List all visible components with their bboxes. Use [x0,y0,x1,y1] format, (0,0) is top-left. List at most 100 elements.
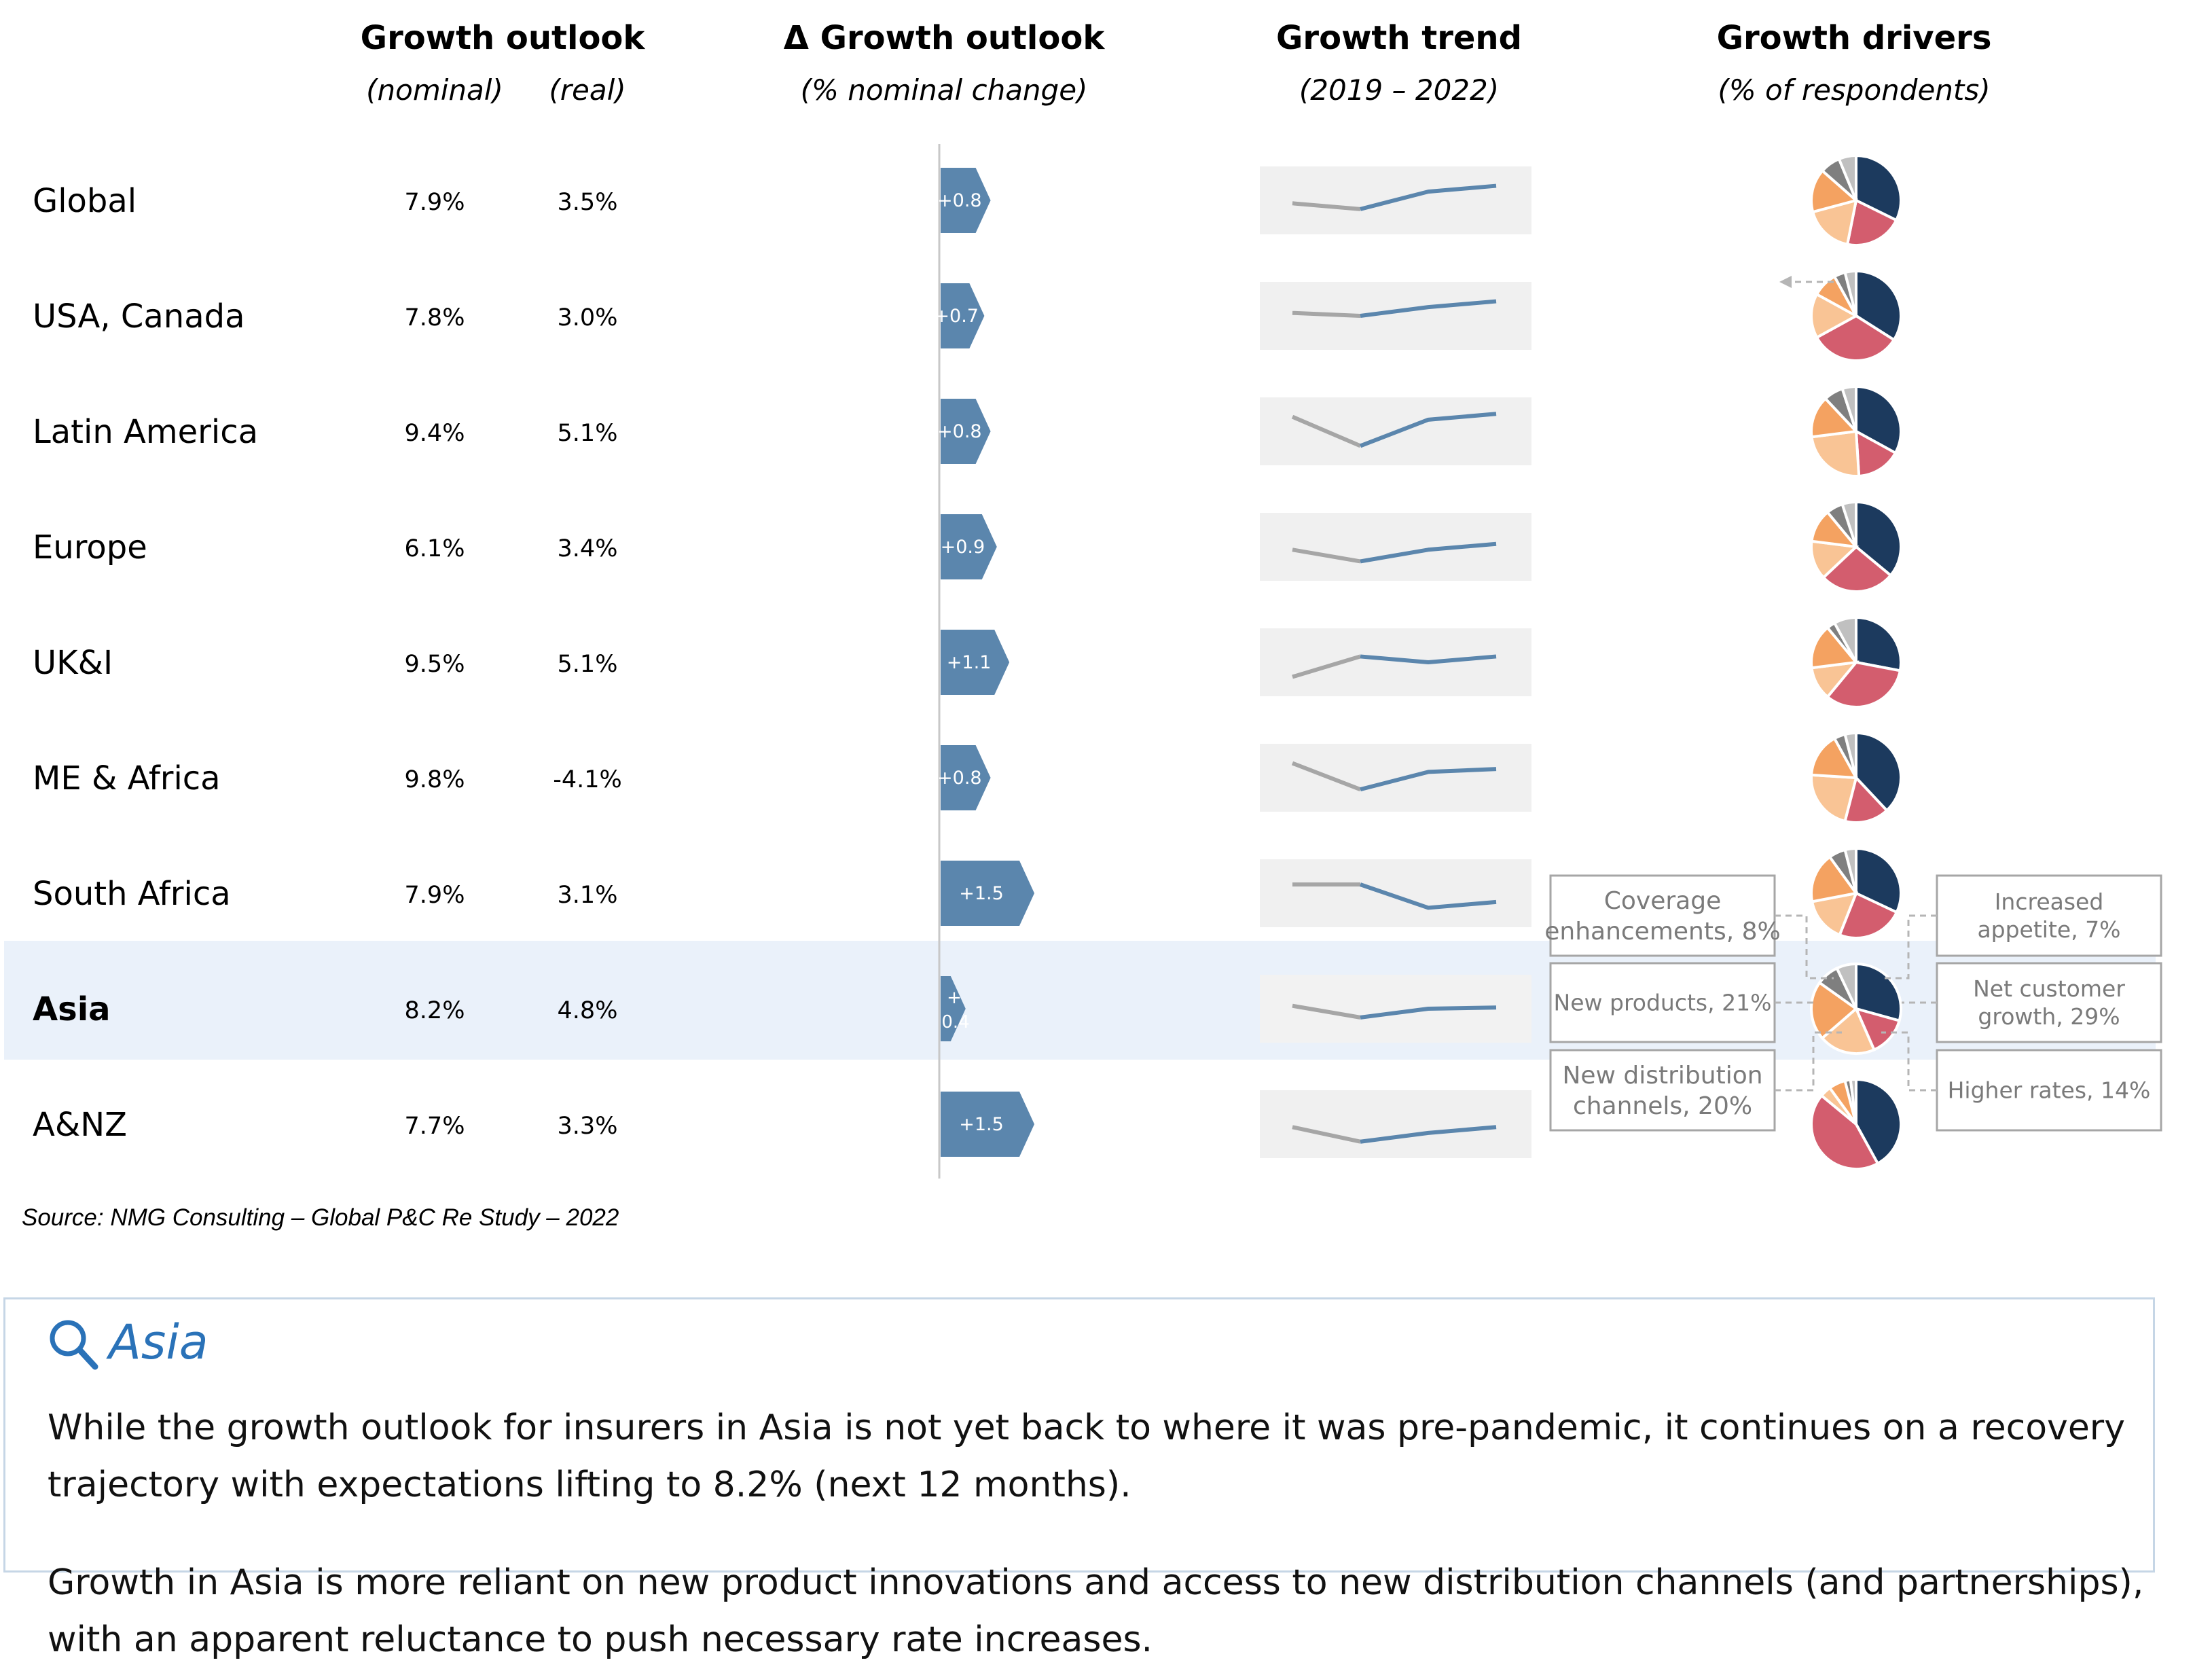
trend-line-early [1292,547,1361,564]
pie-slice [1843,846,1857,894]
callout-new-distribution-frame [1549,1049,1776,1132]
trend-line-early [1291,414,1362,448]
pie-slice [1855,846,1902,914]
real-value: 3.4% [558,535,618,562]
delta-bar [941,1092,1034,1157]
pie-slice [1810,855,1859,903]
real-value: 3.1% [558,882,618,909]
nominal-value: 6.1% [405,535,465,562]
insight-box [3,1297,2155,1573]
real-value: 3.0% [558,304,618,331]
nominal-value: 8.2% [405,997,465,1024]
pie-slice [1854,429,1898,478]
nominal-value: 9.5% [405,651,465,678]
callout-increased-appetite: Increased appetite, 7% [1936,874,2162,957]
delta-bar [941,976,966,1041]
delta-label: +0.8 [937,190,982,211]
pie-slice [1841,500,1857,547]
callout-new-products-text: New products, 21% [1554,990,1772,1016]
table-row: A&NZ 7.7% 3.3% +1.5 [33,1077,1902,1171]
trend-line-recent [1359,412,1497,448]
region-label: Europe [33,528,147,567]
callout-net-customer: Net customer growth, 29% [1936,962,2162,1043]
trend-line-recent [1360,767,1497,792]
table-row: USA, Canada 7.8% 3.0% +0.7 [33,269,1902,362]
callout-new-products: New products, 21% [1549,962,1776,1043]
pie-slice [1810,1094,1880,1171]
table-row: Global 7.9% 3.5% +0.8 [33,154,1902,247]
leader-new-distribution [1775,1031,1842,1092]
trend-line-recent [1360,1125,1497,1144]
insight-paragraph-1: While the growth outlook for insurers in… [48,1407,2125,1505]
delta-label-sign: + [947,988,962,1008]
table-row: Asia 8.2% 4.8% +0.4 [33,962,1902,1055]
trend-background [1260,282,1531,350]
region-label: Global [33,182,137,220]
delta-label: +1.5 [959,883,1004,904]
delta-label: +0.7 [934,306,979,327]
header-growth-drivers: Growth drivers [1716,19,1992,57]
subheader-trend: (2019 – 2022) [1299,73,1500,107]
delta-bar [941,399,991,464]
pie-slice [1811,198,1858,247]
trend-background [1260,859,1531,927]
pie-slice [1810,168,1860,214]
trend-line-early [1292,654,1361,679]
table-row: UK&I 9.5% 5.1% +1.1 [33,615,1902,708]
pie-slice [1810,397,1860,439]
nominal-value: 7.9% [405,882,465,909]
pie-slice [1838,891,1899,939]
subheader-nominal: (nominal) [366,73,503,107]
delta-bar [941,168,991,233]
pie-slice [1810,891,1859,937]
trend-line-early [1292,1003,1361,1020]
delta-bar [941,283,985,348]
callout-new-products-frame [1549,962,1776,1043]
pie-slice [1843,269,1857,317]
leader-increased-appetite [1881,914,1937,980]
delta-label: +1.5 [959,1114,1004,1135]
nominal-value: 9.4% [405,420,465,447]
asia-highlight-band [4,941,2156,1060]
delta-label: +0.8 [937,421,982,442]
leader-coverage [1775,914,1834,980]
delta-label-value: 0.4 [941,1012,969,1032]
nominal-value: 7.9% [405,189,465,216]
pie-slice [1849,1077,1857,1125]
pie-slice [1845,198,1898,247]
trend-line-early [1292,201,1361,211]
real-value: 3.3% [558,1113,618,1140]
nominal-value: 9.8% [405,766,465,793]
table-row: South Africa 7.9% 3.1% +1.5 [33,846,1902,939]
delta-bar [941,745,991,810]
leader-arrowhead [1779,276,1792,288]
insight-paragraph-2: Growth in Asia is more reliant on new pr… [48,1562,2144,1660]
callout-increased-appetite-text: Increased appetite, 7% [1977,888,2120,943]
header-growth-trend: Growth trend [1276,19,1522,57]
pie-slice [1810,626,1859,670]
delta-label: +0.8 [937,768,982,789]
trend-line-early [1291,761,1362,791]
trend-line-recent [1360,654,1497,664]
trend-line-recent [1360,541,1497,564]
pie-slice [1843,731,1857,778]
real-value: 4.8% [558,997,618,1024]
subheader-delta: (% nominal change) [800,73,1088,107]
region-label: A&NZ [33,1106,127,1144]
source-note: Source: NMG Consulting – Global P&C Re S… [22,1204,619,1231]
pie-slice [1855,154,1902,222]
pie-slice [1809,292,1860,340]
pie-slice [1810,429,1861,478]
pie-slice [1843,774,1889,824]
trend-line-recent [1360,299,1497,318]
trend-background [1260,1090,1531,1158]
pie-slice [1841,384,1857,432]
leader-higher-rates [1881,1031,1937,1092]
delta-label: +1.1 [947,652,992,673]
real-value: -4.1% [553,766,622,793]
delta-bar [941,514,997,579]
nominal-value: 7.7% [405,1113,465,1140]
region-label: ME & Africa [33,759,221,797]
pie-slice [1834,962,1857,1009]
